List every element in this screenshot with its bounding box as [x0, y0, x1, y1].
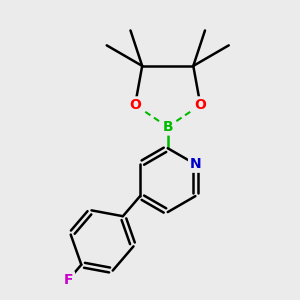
Text: N: N	[190, 157, 201, 171]
Text: O: O	[129, 98, 141, 112]
Text: O: O	[194, 98, 206, 112]
Text: B: B	[162, 120, 173, 134]
Text: F: F	[64, 272, 74, 286]
